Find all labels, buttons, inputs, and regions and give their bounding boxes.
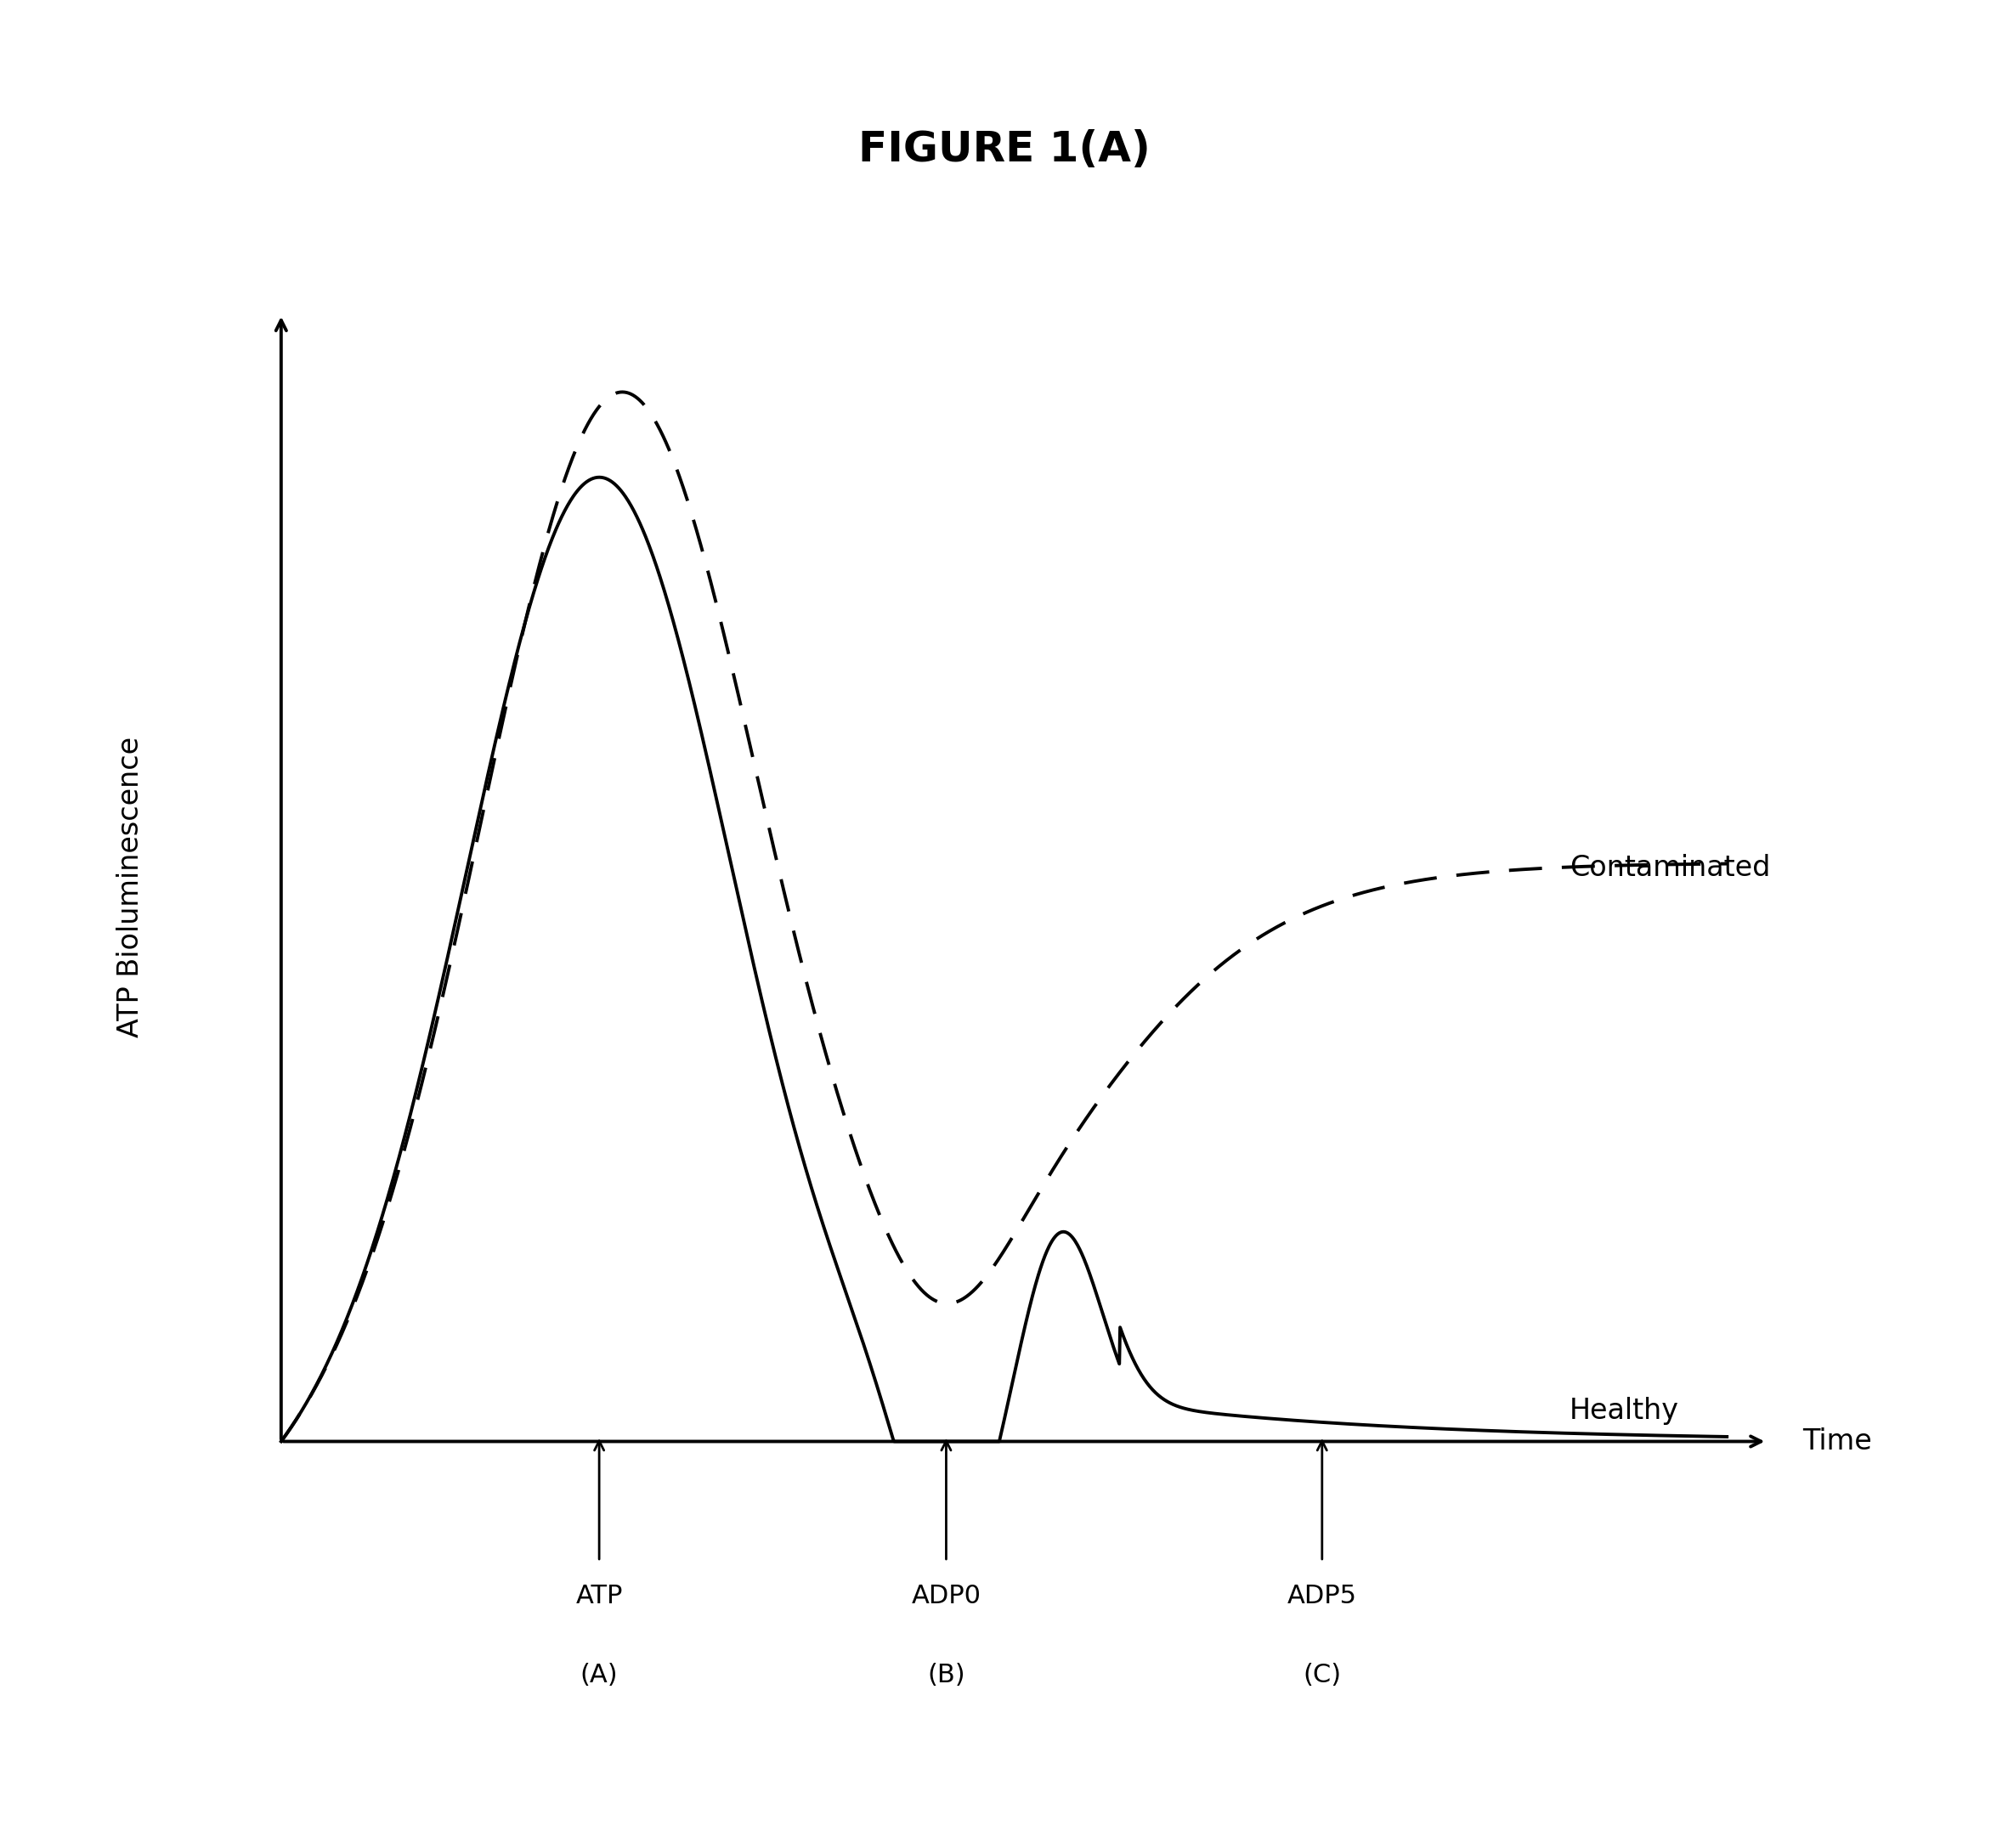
Text: (A): (A) (580, 1663, 618, 1687)
Text: ADP5: ADP5 (1287, 1584, 1357, 1608)
Text: ADP0: ADP0 (912, 1584, 982, 1608)
Text: FIGURE 1(A): FIGURE 1(A) (857, 129, 1151, 170)
Text: ATP: ATP (576, 1584, 622, 1608)
Text: Time: Time (1803, 1427, 1871, 1456)
Text: Contaminated: Contaminated (1570, 854, 1771, 881)
Text: (B): (B) (928, 1663, 966, 1687)
Text: ATP Bioluminescence: ATP Bioluminescence (116, 737, 145, 1037)
Text: (C): (C) (1303, 1663, 1341, 1687)
Text: Healthy: Healthy (1570, 1397, 1679, 1425)
